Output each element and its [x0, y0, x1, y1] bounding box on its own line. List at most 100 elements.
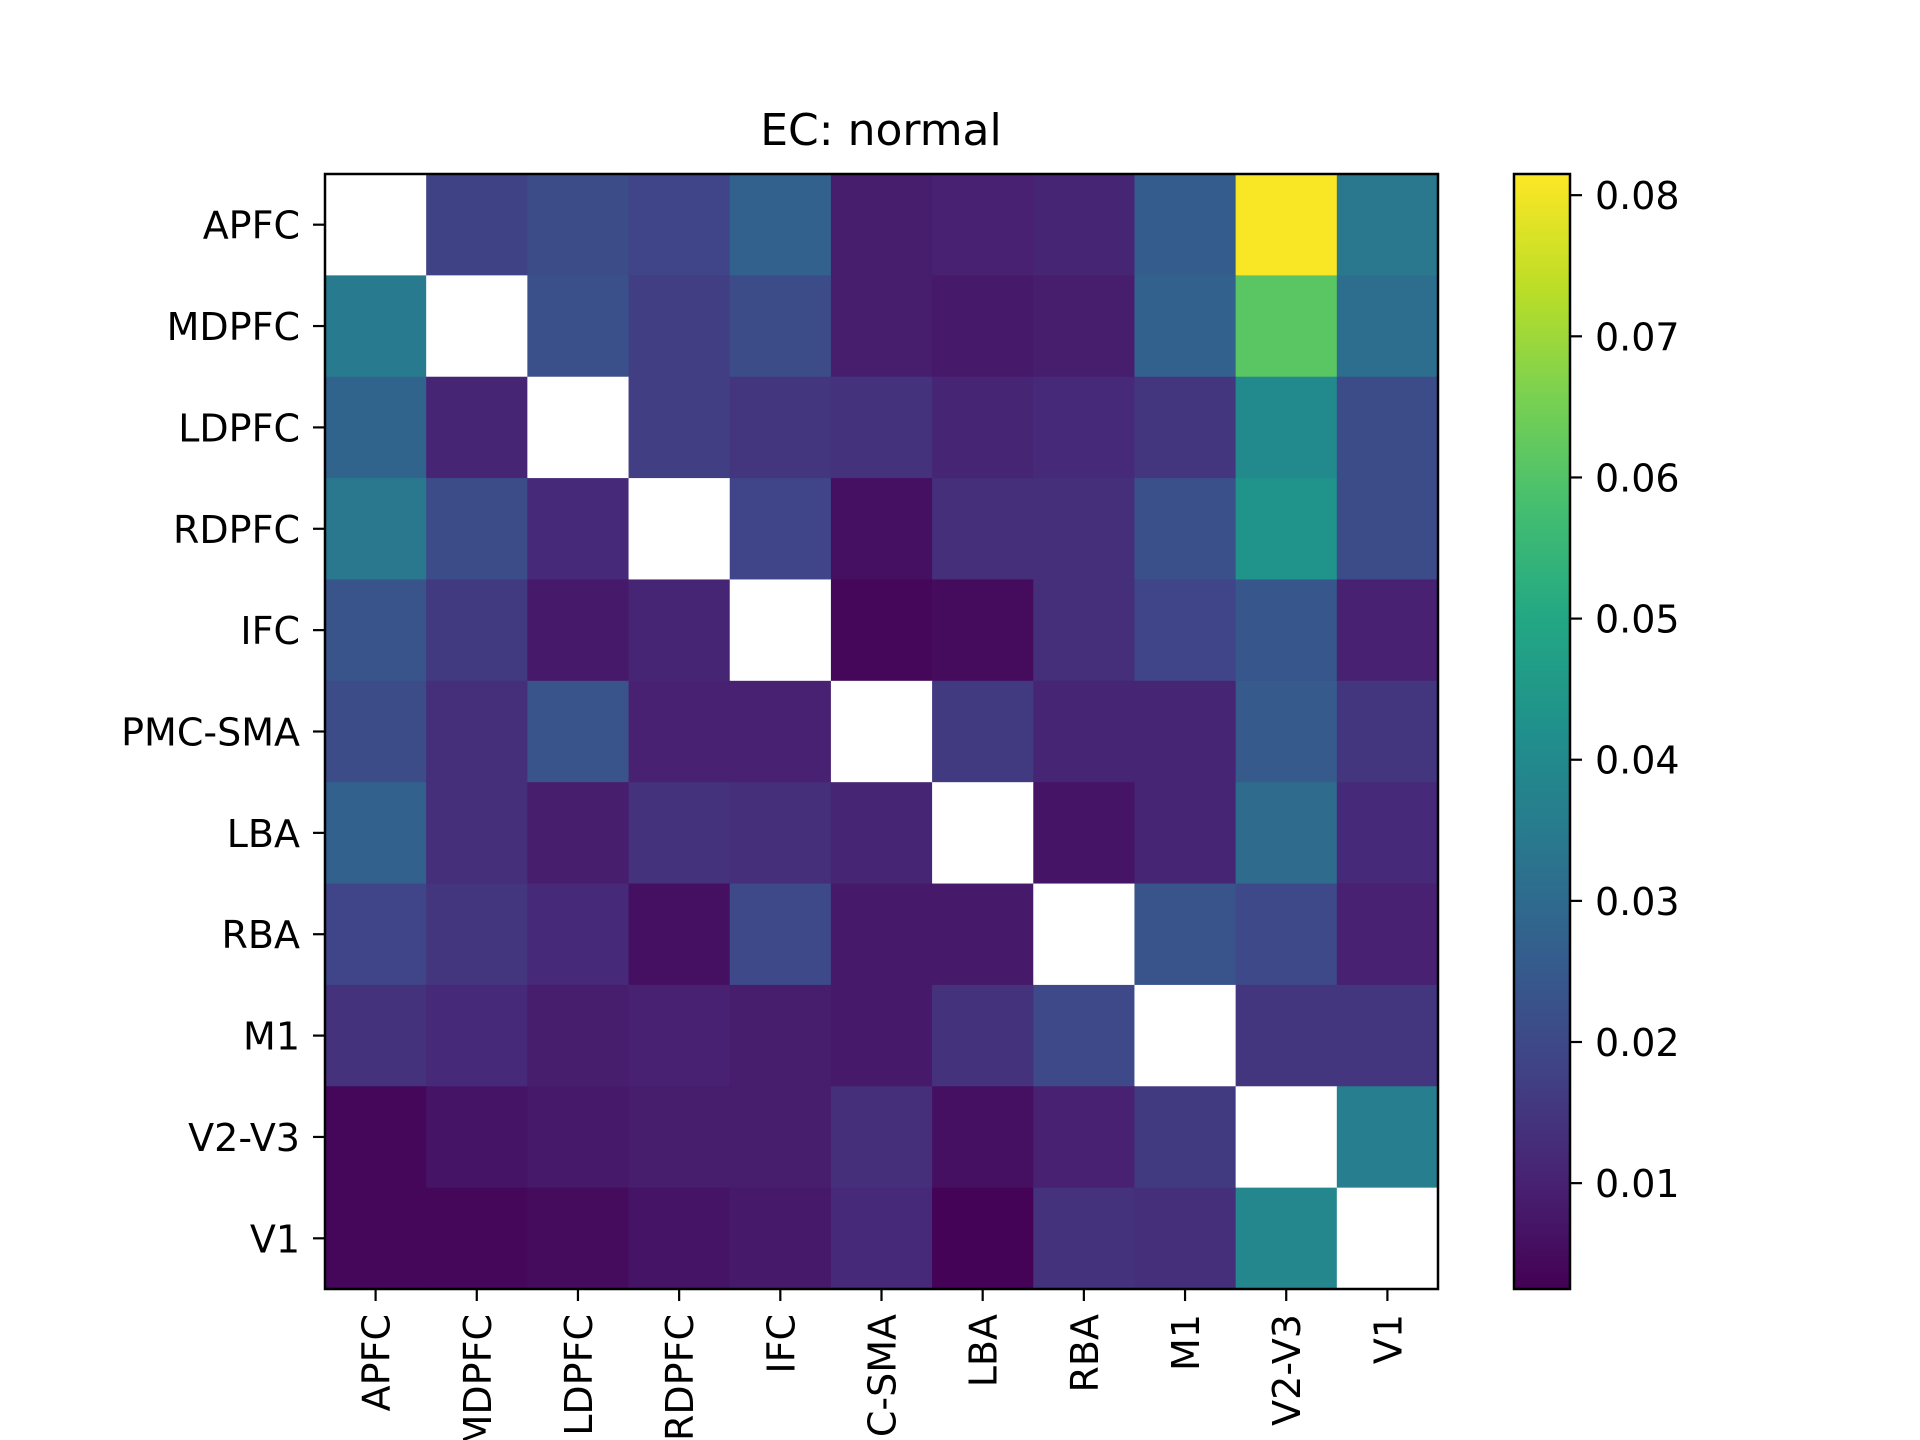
heatmap-cell: [1336, 376, 1438, 479]
y-tick-label: V2-V3: [188, 1116, 300, 1160]
colorbar-tick-label: 0.01: [1595, 1162, 1680, 1206]
heatmap-cell: [628, 782, 731, 885]
heatmap-cell: [1134, 1187, 1237, 1289]
heatmap-cell: [1033, 478, 1136, 581]
heatmap-cell: [527, 984, 630, 1087]
x-tick-label: LBA: [962, 1314, 1006, 1387]
heatmap-cell: [1235, 883, 1338, 986]
colorbar-tick-label: 0.08: [1595, 174, 1680, 218]
heatmap-cell: [729, 579, 832, 682]
heatmap-cell: [325, 275, 427, 378]
colorbar-tick-label: 0.04: [1595, 739, 1680, 783]
heatmap-cell: [729, 478, 832, 581]
y-axis: APFC MDPFC LDPFC RDPFC IFC PMC-SMA LBA RBA M1 V2-…: [121, 204, 325, 1261]
heatmap-cell: [729, 1187, 832, 1289]
heatmap-cell: [1336, 1187, 1438, 1289]
heatmap-cell: [527, 883, 630, 986]
y-tick-label: RDPFC: [173, 508, 300, 552]
heatmap-cell: [1235, 680, 1338, 783]
heatmap-cell: [1235, 376, 1338, 479]
x-tick-label: V2-V3: [1265, 1314, 1309, 1426]
heatmap-cell: [1336, 984, 1438, 1087]
heatmap-cell: [1134, 984, 1237, 1087]
heatmap-cell: [1235, 984, 1338, 1087]
heatmap-cell: [1235, 579, 1338, 682]
colorbar-frame: [1512, 172, 1572, 1291]
heatmap-cell: [830, 376, 933, 479]
heatmap-cell: [830, 984, 933, 1087]
heatmap-cell: [527, 376, 630, 479]
heatmap-cell: [426, 883, 528, 986]
heatmap-cell: [830, 275, 933, 378]
heatmap-cell: [1033, 579, 1136, 682]
heatmap-cell: [1033, 275, 1136, 378]
y-tick-label: MDPFC: [167, 305, 300, 349]
heatmap-cell: [1033, 1187, 1136, 1289]
heatmap-cell: [527, 1086, 630, 1189]
heatmap-cell: [1235, 1086, 1338, 1189]
heatmap-cell: [1336, 275, 1438, 378]
heatmap-cell: [1134, 883, 1237, 986]
heatmap-cell: [527, 680, 630, 783]
heatmap-cell: [426, 478, 528, 581]
heatmap-cell: [628, 1086, 731, 1189]
heatmap-cell: [1235, 782, 1338, 885]
heatmap-cell: [426, 782, 528, 885]
y-tick-label: APFC: [203, 204, 300, 248]
heatmap-cell: [426, 376, 528, 479]
y-tick-label: IFC: [240, 609, 300, 653]
heatmap-cell: [1033, 174, 1136, 276]
x-tick-label: V1: [1366, 1314, 1410, 1364]
heatmap-cell: [628, 579, 731, 682]
heatmap-cell: [527, 478, 630, 581]
heatmap-cell: [932, 376, 1034, 479]
heatmap-cell: [830, 174, 933, 276]
heatmap-cell: [1336, 174, 1438, 276]
heatmap-cell: [325, 984, 427, 1087]
heatmap-cell: [1134, 376, 1237, 479]
heatmap-cell: [527, 579, 630, 682]
heatmap-cell: [325, 1086, 427, 1189]
colorbar: 0.01 0.02 0.03 0.04 0.05 0.06 0.07 0.08: [1512, 172, 1680, 1291]
heatmap-cell: [1235, 1187, 1338, 1289]
heatmap-cell: [729, 275, 832, 378]
heatmap-cell: [1033, 984, 1136, 1087]
heatmap-cell: [1336, 883, 1438, 986]
heatmap-cell: [729, 1086, 832, 1189]
heatmap-cell: [325, 478, 427, 581]
x-tick-label: LDPFC: [557, 1314, 601, 1436]
x-tick-label: RDPFC: [658, 1314, 702, 1440]
y-tick-label: V1: [250, 1217, 300, 1261]
heatmap-cell: [932, 478, 1034, 581]
heatmap-cell: [325, 579, 427, 682]
colorbar-tick-label: 0.07: [1595, 315, 1680, 359]
y-tick-label: LDPFC: [178, 406, 300, 450]
heatmap-cell: [628, 478, 731, 581]
heatmap-cell: [729, 376, 832, 479]
heatmap-cell: [1033, 883, 1136, 986]
heatmap-cell: [932, 883, 1034, 986]
heatmap-cell: [1134, 579, 1237, 682]
heatmap-cell: [527, 782, 630, 885]
heatmap-cell: [830, 1086, 933, 1189]
heatmap-cell: [628, 680, 731, 783]
heatmap-cell: [426, 174, 528, 276]
heatmap-cell: [729, 680, 832, 783]
heatmap-cell: [932, 984, 1034, 1087]
y-tick-label: PMC-SMA: [121, 711, 300, 755]
heatmap-cell: [527, 275, 630, 378]
heatmap-cell: [628, 174, 731, 276]
heatmap-cell: [325, 883, 427, 986]
heatmap-cell: [426, 1086, 528, 1189]
heatmap-cell: [1235, 275, 1338, 378]
heatmap-cell: [932, 579, 1034, 682]
heatmap-cell: [1033, 782, 1136, 885]
heatmap-cell: [932, 174, 1034, 276]
heatmap-cell: [1134, 1086, 1237, 1189]
heatmap-cell: [628, 1187, 731, 1289]
heatmap-cell: [729, 174, 832, 276]
heatmap-cell: [628, 275, 731, 378]
x-axis: APFC MDPFC LDPFC RDPFC IFC PMC-SMA LBA RBA M1 V2-…: [355, 1289, 1410, 1440]
x-tick-label: RBA: [1063, 1314, 1107, 1392]
